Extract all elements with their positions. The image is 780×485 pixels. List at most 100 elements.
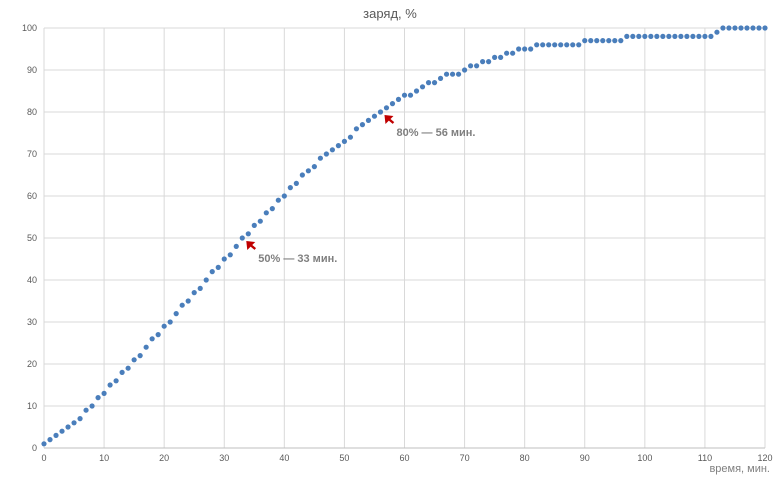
data-point	[708, 33, 714, 40]
x-tick-label: 70	[460, 453, 470, 463]
data-points	[41, 25, 768, 447]
data-point	[101, 390, 107, 396]
y-tick-label: 70	[27, 149, 37, 159]
x-tick-label: 120	[757, 453, 772, 463]
data-point	[251, 222, 257, 228]
data-point	[750, 25, 756, 31]
x-tick-label: 20	[159, 453, 169, 463]
data-point	[588, 38, 594, 44]
y-tick-label: 50	[27, 233, 37, 243]
data-point	[335, 143, 342, 149]
data-point	[720, 25, 726, 31]
data-point	[660, 33, 666, 40]
data-point	[672, 33, 678, 40]
data-point	[636, 33, 642, 40]
data-point	[576, 42, 582, 48]
data-point	[431, 80, 438, 86]
data-point	[618, 38, 624, 44]
x-tick-label: 110	[698, 453, 712, 463]
data-point	[107, 382, 113, 388]
data-point	[732, 25, 738, 31]
data-point	[413, 88, 420, 94]
data-point	[449, 71, 456, 77]
data-point	[395, 96, 402, 102]
data-point	[167, 319, 173, 325]
data-point	[113, 378, 119, 384]
x-tick-label: 40	[279, 453, 289, 463]
data-point	[690, 33, 696, 40]
data-point	[461, 67, 468, 73]
data-point	[239, 235, 245, 241]
data-point	[209, 269, 215, 275]
data-point	[696, 33, 702, 40]
gridlines	[43, 27, 766, 449]
y-tick-label: 100	[22, 23, 37, 33]
x-tick-label: 10	[99, 453, 109, 463]
data-point	[299, 172, 305, 178]
data-point	[558, 42, 564, 48]
data-point	[492, 54, 498, 61]
data-point	[648, 33, 654, 40]
data-point	[552, 42, 558, 48]
annotation-arrow-head	[246, 241, 256, 250]
data-point	[131, 357, 137, 363]
annotation-label: 50% — 33 мин.	[258, 253, 337, 265]
data-point	[377, 109, 384, 115]
data-point	[666, 33, 672, 40]
x-tick-label: 0	[41, 453, 46, 463]
data-point	[329, 147, 335, 153]
x-tick-label: 90	[580, 453, 590, 463]
data-point	[467, 63, 474, 69]
data-point	[83, 407, 89, 413]
data-point	[582, 38, 588, 44]
data-point	[702, 33, 708, 40]
annotation: 80% — 56 мин.	[384, 115, 475, 139]
data-point	[540, 42, 546, 48]
data-point	[59, 428, 65, 434]
x-tick-label: 80	[520, 453, 530, 463]
data-point	[522, 46, 528, 52]
data-point	[233, 243, 239, 249]
data-point	[726, 25, 732, 31]
data-point	[323, 151, 329, 157]
data-point	[630, 33, 636, 40]
annotation-arrow-head	[384, 115, 394, 124]
data-point	[600, 38, 606, 44]
data-point	[425, 80, 432, 86]
data-point	[534, 42, 540, 48]
annotation-label: 80% — 56 мин.	[396, 127, 475, 139]
data-point	[714, 29, 720, 35]
data-point	[275, 197, 281, 203]
data-point	[612, 38, 618, 44]
data-point	[546, 42, 552, 48]
data-point	[383, 105, 390, 111]
data-point	[365, 117, 372, 123]
data-point	[498, 54, 504, 61]
data-point	[654, 33, 660, 40]
data-point	[191, 290, 197, 296]
data-point	[227, 252, 233, 258]
data-point	[89, 403, 95, 409]
data-point	[407, 92, 414, 98]
data-point	[179, 302, 185, 308]
chart-title: заряд, %	[363, 6, 417, 21]
data-point	[594, 38, 600, 44]
data-point	[125, 365, 131, 371]
y-tick-label: 90	[27, 65, 37, 75]
x-tick-label: 50	[339, 453, 349, 463]
data-point	[510, 50, 516, 56]
data-point	[53, 432, 59, 438]
data-point	[317, 155, 323, 161]
x-tick-label: 100	[637, 453, 652, 463]
data-point	[257, 218, 263, 224]
data-point	[678, 33, 684, 40]
y-tick-label: 0	[32, 443, 37, 453]
data-point	[221, 256, 227, 262]
data-point	[293, 180, 299, 186]
data-point	[570, 42, 576, 48]
data-point	[359, 122, 366, 128]
data-point	[437, 75, 444, 81]
data-point	[197, 285, 203, 291]
data-point	[161, 323, 167, 329]
x-tick-label: 30	[219, 453, 229, 463]
